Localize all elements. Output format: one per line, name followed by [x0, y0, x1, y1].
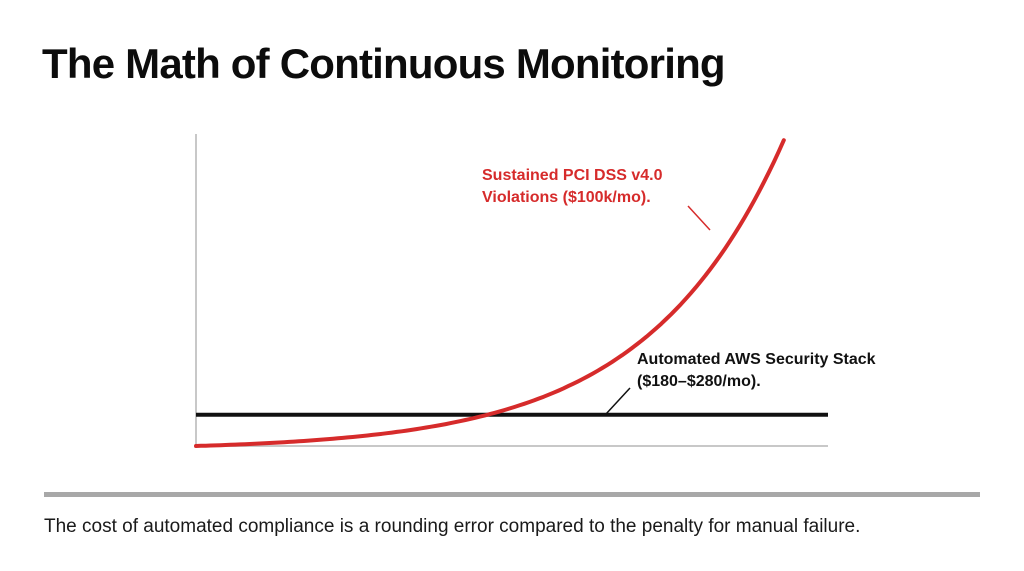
stack-label-line-1: Automated AWS Security Stack	[637, 351, 876, 368]
slide-title: The Math of Continuous Monitoring	[42, 40, 726, 87]
violation-cost-curve	[194, 138, 786, 448]
violation-series-label: Sustained PCI DSS v4.0 Violations ($100k…	[482, 167, 667, 206]
stack-label-leader	[605, 387, 631, 415]
slide-caption: The cost of automated compliance is a ro…	[44, 516, 861, 537]
divider-rule	[44, 492, 980, 497]
stack-series-label: Automated AWS Security Stack ($180–$280/…	[637, 351, 880, 390]
violation-label-line-2: Violations ($100k/mo).	[482, 189, 651, 206]
violation-label-leader	[687, 205, 711, 231]
stack-label-line-2: ($180–$280/mo).	[637, 373, 761, 390]
violation-label-line-1: Sustained PCI DSS v4.0	[482, 167, 663, 184]
